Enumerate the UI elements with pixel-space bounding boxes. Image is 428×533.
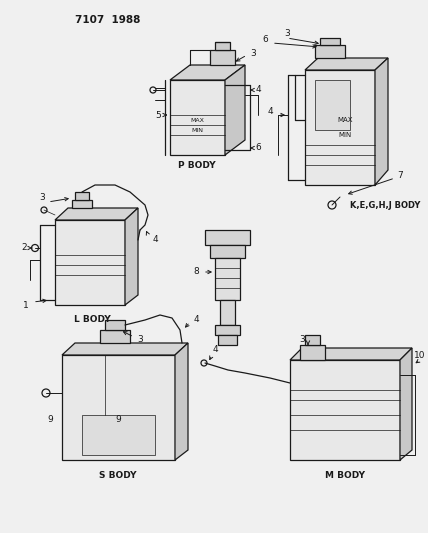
- Polygon shape: [170, 65, 245, 80]
- Polygon shape: [82, 415, 155, 455]
- Text: 4: 4: [212, 345, 218, 354]
- Text: 10: 10: [414, 351, 426, 359]
- Text: 4: 4: [267, 108, 273, 117]
- Polygon shape: [305, 70, 375, 185]
- Polygon shape: [320, 38, 340, 45]
- Text: 8: 8: [193, 268, 199, 277]
- Polygon shape: [100, 330, 130, 343]
- Polygon shape: [75, 192, 89, 200]
- Text: 3: 3: [137, 335, 143, 344]
- Text: 2: 2: [21, 244, 27, 253]
- Text: S BODY: S BODY: [99, 471, 137, 480]
- Text: 9: 9: [47, 416, 53, 424]
- Polygon shape: [105, 320, 125, 330]
- Text: 4: 4: [152, 236, 158, 245]
- Polygon shape: [62, 355, 175, 460]
- Polygon shape: [215, 42, 230, 50]
- Polygon shape: [175, 343, 188, 460]
- Polygon shape: [72, 200, 92, 208]
- Text: 1: 1: [23, 301, 29, 310]
- Text: 7: 7: [397, 171, 403, 180]
- Polygon shape: [125, 208, 138, 305]
- Polygon shape: [55, 208, 138, 220]
- Bar: [315, 80, 350, 130]
- Text: P BODY: P BODY: [178, 160, 216, 169]
- Polygon shape: [210, 50, 235, 65]
- Text: L BODY: L BODY: [74, 316, 110, 325]
- Text: 3: 3: [284, 28, 290, 37]
- Polygon shape: [205, 230, 250, 245]
- Text: MIN: MIN: [191, 127, 203, 133]
- Polygon shape: [215, 325, 240, 335]
- Text: 6: 6: [255, 143, 261, 152]
- Polygon shape: [225, 65, 245, 155]
- Text: 3: 3: [299, 335, 305, 344]
- Text: K,E,G,H,J BODY: K,E,G,H,J BODY: [350, 200, 420, 209]
- Text: 7107  1988: 7107 1988: [75, 15, 140, 25]
- Polygon shape: [375, 58, 388, 185]
- Polygon shape: [62, 343, 188, 355]
- Text: 4: 4: [193, 316, 199, 325]
- Polygon shape: [55, 220, 125, 305]
- Text: 6: 6: [262, 36, 268, 44]
- Polygon shape: [305, 335, 320, 345]
- Text: 4: 4: [255, 85, 261, 94]
- Text: 3: 3: [39, 193, 45, 203]
- Polygon shape: [215, 258, 240, 300]
- Text: 5: 5: [155, 110, 161, 119]
- Polygon shape: [315, 45, 345, 58]
- Polygon shape: [300, 345, 325, 360]
- Polygon shape: [170, 80, 225, 155]
- Text: M BODY: M BODY: [325, 471, 365, 480]
- Polygon shape: [220, 300, 235, 325]
- Text: 3: 3: [250, 49, 256, 58]
- Polygon shape: [218, 335, 237, 345]
- Polygon shape: [210, 245, 245, 258]
- Polygon shape: [290, 348, 412, 360]
- Polygon shape: [400, 348, 412, 460]
- Polygon shape: [305, 58, 388, 70]
- Text: MAX: MAX: [190, 117, 204, 123]
- Text: MIN: MIN: [339, 132, 352, 138]
- Polygon shape: [290, 360, 400, 460]
- Text: MAX: MAX: [337, 117, 353, 123]
- Text: 9: 9: [115, 416, 121, 424]
